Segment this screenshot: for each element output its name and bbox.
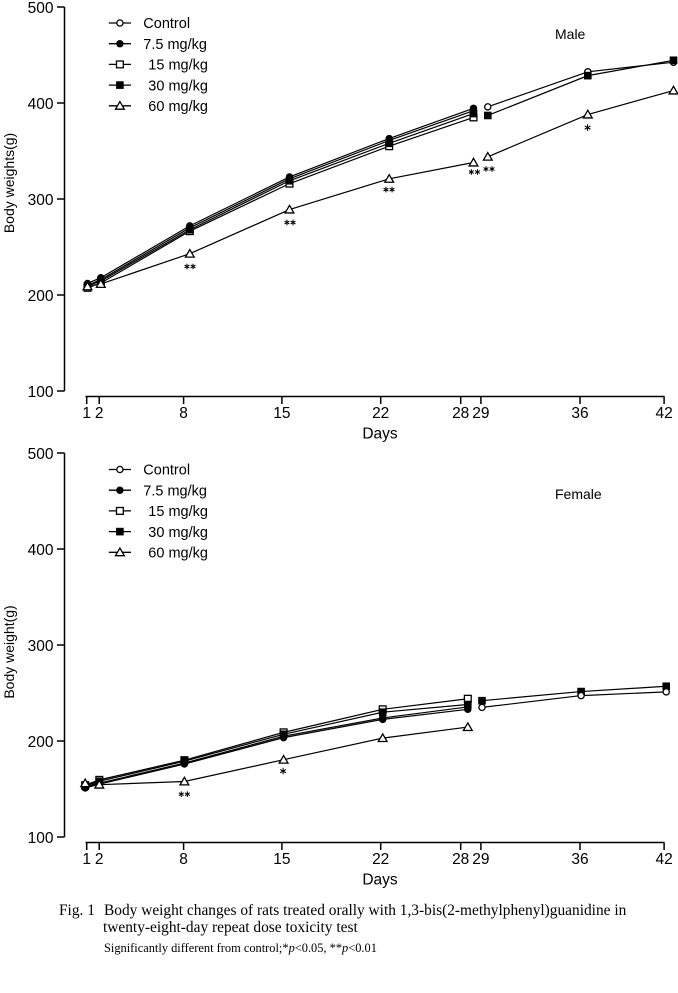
svg-text:36: 36 [571, 851, 588, 868]
svg-text:Control: Control [143, 16, 190, 32]
svg-text:200: 200 [28, 734, 54, 751]
svg-text:42: 42 [655, 851, 672, 868]
svg-text:400: 400 [28, 542, 54, 559]
svg-text:500: 500 [28, 446, 54, 463]
svg-text:Days: Days [362, 872, 398, 889]
svg-text:42: 42 [655, 405, 672, 422]
svg-text:Female: Female [555, 486, 602, 502]
svg-text:300: 300 [28, 638, 54, 655]
svg-text:7.5 mg/kg: 7.5 mg/kg [143, 37, 207, 53]
svg-text:30 mg/kg: 30 mg/kg [148, 525, 208, 541]
svg-text:15 mg/kg: 15 mg/kg [148, 504, 208, 520]
svg-text:22: 22 [372, 405, 389, 422]
svg-text:200: 200 [28, 288, 54, 305]
svg-text:300: 300 [28, 192, 54, 209]
svg-text:29: 29 [472, 851, 489, 868]
svg-text:100: 100 [28, 384, 54, 401]
svg-text:28: 28 [452, 405, 469, 422]
svg-text:100: 100 [28, 830, 54, 847]
svg-text:29: 29 [472, 405, 489, 422]
svg-text:Body weight(g): Body weight(g) [1, 605, 17, 698]
svg-text:60 mg/kg: 60 mg/kg [148, 546, 208, 562]
svg-text:22: 22 [372, 851, 389, 868]
svg-text:1: 1 [82, 851, 91, 868]
svg-text:8: 8 [179, 851, 188, 868]
svg-text:15 mg/kg: 15 mg/kg [148, 58, 208, 74]
svg-text:8: 8 [179, 405, 188, 422]
svg-text:15: 15 [273, 405, 290, 422]
svg-text:30 mg/kg: 30 mg/kg [148, 78, 208, 94]
svg-text:Male: Male [555, 26, 586, 42]
svg-text:28: 28 [452, 851, 469, 868]
svg-text:2: 2 [95, 405, 104, 422]
svg-text:Days: Days [362, 426, 398, 443]
svg-text:Body weights(g): Body weights(g) [1, 133, 17, 233]
svg-text:500: 500 [28, 0, 54, 17]
svg-text:Control: Control [143, 463, 190, 479]
svg-text:2: 2 [95, 851, 104, 868]
svg-text:36: 36 [571, 405, 588, 422]
svg-text:1: 1 [82, 405, 91, 422]
svg-text:60 mg/kg: 60 mg/kg [148, 99, 208, 115]
svg-text:7.5 mg/kg: 7.5 mg/kg [143, 483, 207, 499]
svg-text:400: 400 [28, 96, 54, 113]
svg-text:15: 15 [273, 851, 290, 868]
